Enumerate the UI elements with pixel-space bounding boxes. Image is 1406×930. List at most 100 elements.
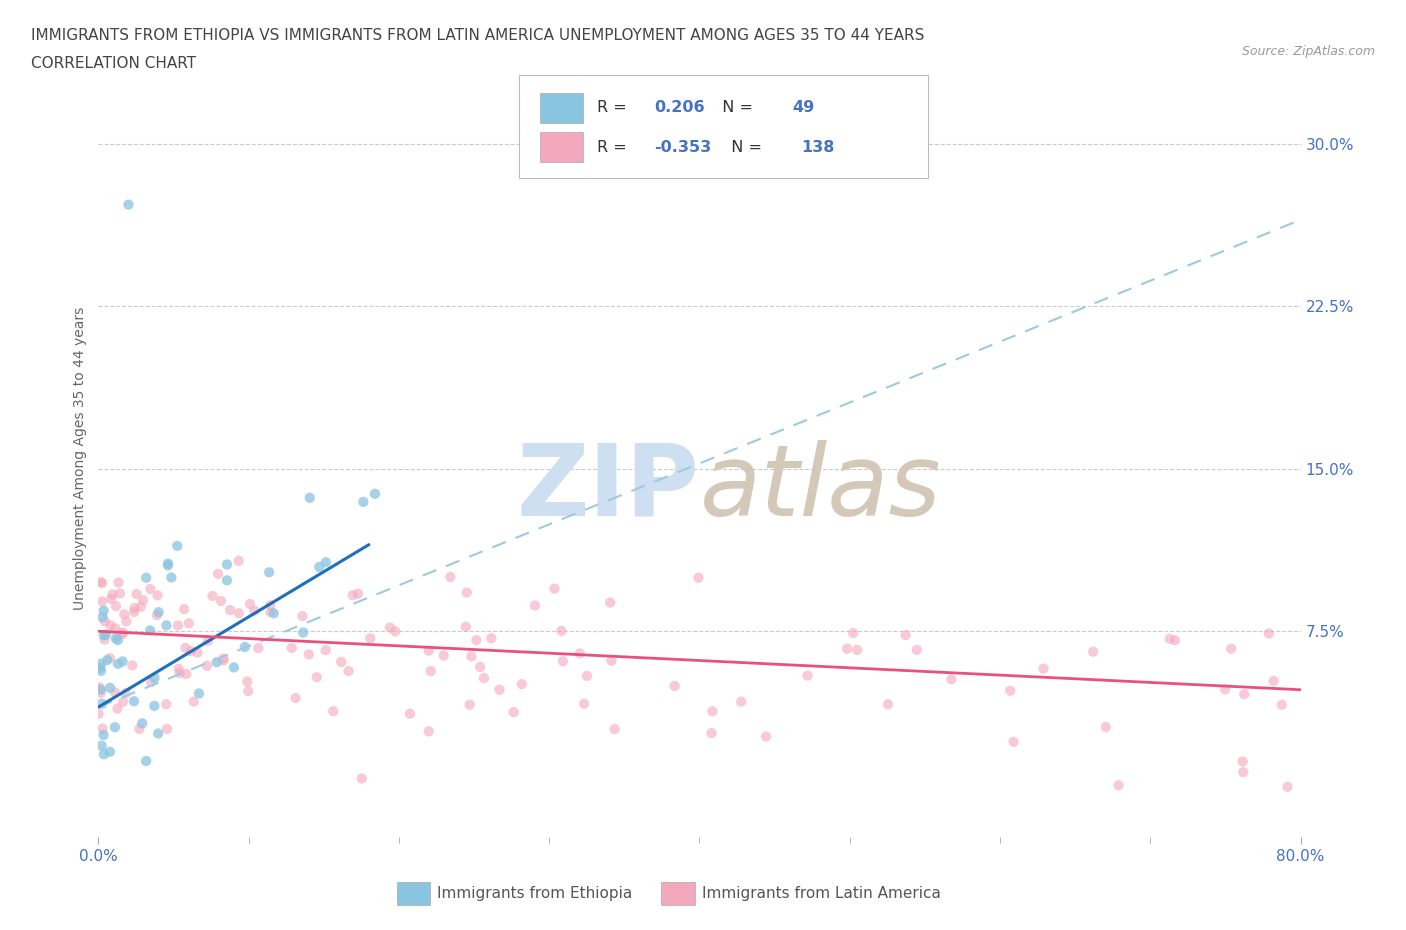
Point (146, 607, 169, 622)
Text: 0.206: 0.206 (654, 100, 704, 115)
Point (298, 647, 321, 662)
Point (280, 641, 302, 656)
FancyBboxPatch shape (519, 75, 928, 178)
Text: R =: R = (598, 100, 633, 115)
Point (378, 620, 401, 635)
Point (89, 680, 111, 695)
Point (156, 722, 179, 737)
Point (347, 586, 370, 601)
Point (93, 632, 115, 647)
Point (796, 668, 818, 683)
Point (207, 566, 229, 581)
Point (90, 683, 112, 698)
Point (551, 654, 574, 669)
Point (603, 722, 626, 737)
Point (259, 604, 281, 619)
Text: IMMIGRANTS FROM ETHIOPIA VS IMMIGRANTS FROM LATIN AMERICA UNEMPLOYMENT AMONG AGE: IMMIGRANTS FROM ETHIOPIA VS IMMIGRANTS F… (31, 28, 924, 43)
Point (90, 663, 112, 678)
Point (291, 608, 314, 623)
Point (418, 644, 440, 658)
Point (91, 594, 114, 609)
Point (173, 602, 195, 617)
Point (905, 643, 928, 658)
Point (259, 598, 281, 613)
Point (576, 669, 599, 684)
Point (456, 585, 478, 600)
Point (1159, 631, 1181, 646)
Point (233, 640, 256, 655)
Text: N =: N = (711, 100, 758, 115)
Point (156, 556, 179, 571)
Point (510, 677, 533, 692)
Point (135, 753, 157, 768)
Point (131, 716, 153, 731)
Point (219, 603, 242, 618)
Point (155, 697, 177, 711)
Point (135, 570, 157, 585)
Point (238, 684, 260, 698)
Point (1095, 720, 1118, 735)
Point (117, 197, 139, 212)
Point (93, 727, 115, 742)
Text: -0.353: -0.353 (654, 140, 711, 154)
Point (1213, 682, 1236, 697)
Point (166, 538, 188, 553)
Point (96, 653, 118, 668)
Point (337, 664, 360, 679)
Point (156, 558, 179, 573)
Point (177, 616, 200, 631)
Point (239, 596, 262, 611)
Point (169, 666, 191, 681)
Point (98, 744, 121, 759)
Point (104, 685, 127, 700)
Point (479, 631, 502, 645)
Point (468, 659, 491, 674)
Point (568, 646, 591, 661)
Point (688, 570, 710, 585)
Point (212, 651, 235, 666)
Point (755, 729, 778, 744)
Point (846, 643, 869, 658)
Point (1233, 686, 1256, 701)
Point (174, 641, 197, 656)
Point (186, 645, 208, 660)
Point (90, 657, 112, 671)
Point (115, 614, 138, 629)
Point (730, 694, 752, 709)
Point (176, 667, 198, 682)
Point (104, 599, 127, 614)
Point (439, 569, 461, 584)
Point (139, 674, 162, 689)
Point (284, 691, 307, 706)
Text: 49: 49 (792, 100, 814, 115)
Point (111, 627, 134, 642)
Point (222, 660, 245, 675)
Point (359, 631, 381, 645)
Point (114, 685, 136, 700)
Text: Immigrants from Latin America: Immigrants from Latin America (702, 885, 941, 900)
Point (124, 601, 146, 616)
Point (228, 553, 250, 568)
Y-axis label: Unemployment Among Ages 35 to 44 years: Unemployment Among Ages 35 to 44 years (73, 306, 87, 610)
Point (104, 720, 127, 735)
Point (160, 570, 183, 585)
Point (93, 604, 115, 618)
Point (91, 722, 114, 737)
Point (1257, 626, 1279, 641)
Point (894, 628, 917, 643)
Point (183, 694, 205, 709)
Point (107, 701, 129, 716)
Point (418, 724, 440, 738)
Point (104, 621, 127, 636)
Point (94, 627, 117, 642)
Point (599, 595, 621, 610)
Point (1263, 673, 1285, 688)
Point (143, 698, 166, 713)
Point (107, 632, 129, 647)
Point (263, 605, 285, 620)
Point (205, 655, 228, 670)
Point (1232, 754, 1254, 769)
Point (700, 725, 723, 740)
Point (98, 651, 121, 666)
Point (1232, 764, 1254, 779)
